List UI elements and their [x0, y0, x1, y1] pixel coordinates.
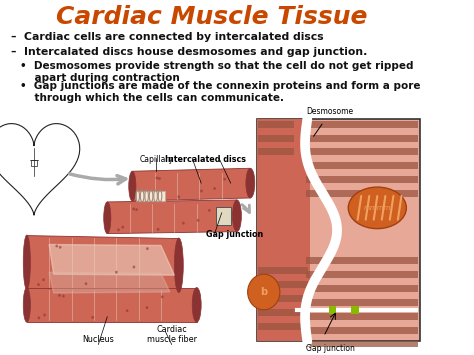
Circle shape	[200, 190, 203, 192]
Circle shape	[146, 247, 149, 250]
Circle shape	[223, 178, 226, 181]
Bar	[306, 285, 419, 292]
Ellipse shape	[104, 202, 111, 234]
Bar	[31, 160, 36, 166]
Circle shape	[85, 282, 87, 285]
Ellipse shape	[23, 235, 30, 290]
Circle shape	[213, 187, 216, 190]
Ellipse shape	[348, 187, 406, 229]
Circle shape	[42, 278, 45, 281]
Text: Nucleus: Nucleus	[82, 335, 114, 344]
Ellipse shape	[174, 238, 183, 293]
Bar	[258, 295, 308, 302]
Circle shape	[182, 222, 185, 225]
Bar	[306, 148, 419, 155]
Bar	[306, 313, 419, 320]
Circle shape	[132, 207, 135, 211]
Circle shape	[43, 313, 46, 317]
Circle shape	[177, 195, 180, 198]
Circle shape	[208, 209, 210, 212]
Ellipse shape	[232, 200, 241, 231]
Polygon shape	[132, 168, 250, 201]
Bar	[306, 340, 419, 348]
Text: –  Cardiac cells are connected by intercalated discs: – Cardiac cells are connected by interca…	[11, 32, 323, 42]
Polygon shape	[27, 288, 197, 322]
Text: Gap junction: Gap junction	[206, 230, 263, 239]
Bar	[306, 257, 419, 264]
Circle shape	[155, 176, 158, 179]
Ellipse shape	[129, 171, 136, 201]
Circle shape	[247, 274, 280, 310]
Text: mmmm: mmmm	[364, 205, 391, 211]
Polygon shape	[27, 236, 179, 292]
Circle shape	[158, 177, 161, 180]
Circle shape	[157, 228, 159, 231]
Bar	[306, 121, 419, 128]
Ellipse shape	[23, 288, 30, 322]
Ellipse shape	[246, 168, 255, 198]
Text: Capillary: Capillary	[139, 155, 173, 164]
Circle shape	[133, 266, 135, 268]
Bar	[306, 176, 419, 183]
Bar	[306, 135, 419, 142]
Circle shape	[146, 193, 148, 196]
Bar	[256, 119, 420, 342]
Circle shape	[135, 208, 138, 211]
Text: •  Gap junctions are made of the connexin proteins and form a pore
    through w: • Gap junctions are made of the connexin…	[19, 81, 420, 103]
Bar	[306, 327, 419, 334]
Circle shape	[161, 295, 164, 299]
Circle shape	[55, 245, 58, 247]
Circle shape	[91, 316, 94, 319]
Circle shape	[142, 196, 145, 199]
Bar	[306, 299, 419, 306]
Circle shape	[58, 294, 61, 297]
Text: Intercalated discs: Intercalated discs	[165, 155, 246, 164]
Bar	[258, 135, 294, 142]
Circle shape	[146, 306, 148, 309]
Bar	[216, 207, 231, 225]
Text: –  Intercalated discs house desmosomes and gap junction.: – Intercalated discs house desmosomes an…	[11, 47, 367, 56]
Ellipse shape	[192, 288, 201, 322]
Polygon shape	[256, 119, 310, 342]
Text: Cardiac
muscle fiber: Cardiac muscle fiber	[146, 325, 197, 344]
Circle shape	[197, 219, 200, 222]
Bar	[258, 121, 294, 128]
Circle shape	[115, 271, 118, 274]
Text: Cardiac Muscle Tissue: Cardiac Muscle Tissue	[56, 5, 368, 29]
Text: •  Desmosomes provide strength so that the cell do not get ripped
    apart duri: • Desmosomes provide strength so that th…	[19, 61, 413, 83]
Circle shape	[121, 226, 124, 229]
Polygon shape	[49, 272, 170, 293]
Bar	[258, 323, 308, 329]
Bar	[136, 191, 165, 201]
Circle shape	[62, 295, 65, 297]
Text: b: b	[260, 287, 267, 297]
Bar	[306, 271, 419, 278]
Circle shape	[126, 309, 128, 312]
Polygon shape	[107, 200, 237, 234]
Circle shape	[59, 246, 62, 249]
Bar	[306, 190, 419, 197]
Text: Gap junction: Gap junction	[306, 344, 355, 354]
Circle shape	[37, 283, 40, 286]
Bar	[329, 306, 336, 314]
Circle shape	[117, 228, 120, 231]
Bar	[306, 162, 419, 169]
Text: Desmosome: Desmosome	[306, 107, 353, 116]
Bar	[258, 148, 294, 155]
Bar	[258, 281, 308, 288]
Polygon shape	[49, 245, 174, 275]
Bar	[258, 267, 308, 274]
Bar	[258, 309, 308, 316]
Bar	[351, 306, 358, 314]
Circle shape	[37, 316, 40, 320]
